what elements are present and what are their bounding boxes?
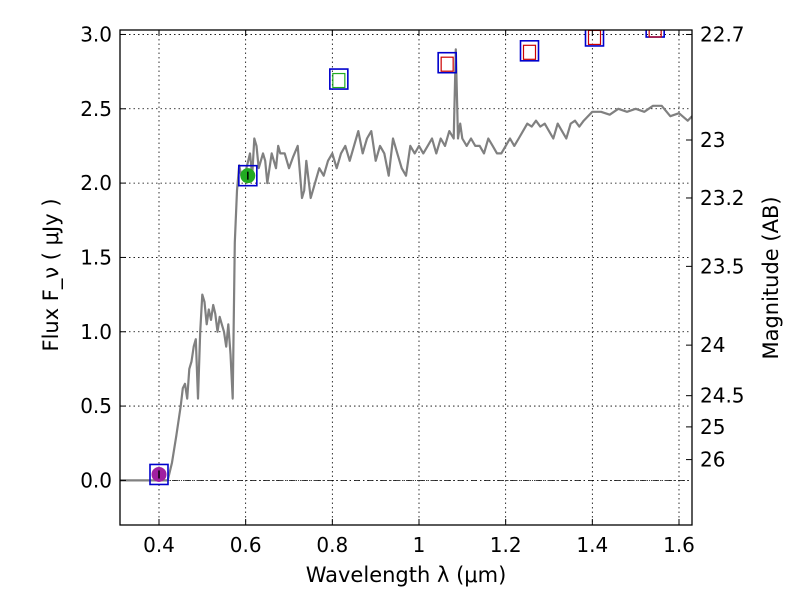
model-photometry-square <box>149 463 169 486</box>
model-photometry-square <box>519 40 540 62</box>
right-tick-label: 22.7 <box>700 22 745 46</box>
y-tick-label: 0.0 <box>80 468 112 492</box>
spectrum-line <box>120 48 692 482</box>
x-tick-label: 1.6 <box>663 533 695 557</box>
x-tick-label: 0.8 <box>316 533 348 557</box>
model-photometry-square <box>238 164 258 187</box>
model-photometry-square <box>584 30 605 47</box>
x-tick-label: 1.2 <box>490 533 522 557</box>
y-axis-label: Flux F_ν ( μJy ) <box>39 198 64 351</box>
x-tick-label: 0.4 <box>143 533 175 557</box>
axes-frame <box>119 29 693 526</box>
x-tick-label: 1 <box>413 533 426 557</box>
right-tick-label: 23 <box>700 128 725 152</box>
right-axis-label: Magnitude (AB) <box>759 196 783 359</box>
model-photometry-inner-square <box>522 44 537 60</box>
right-tick-label: 26 <box>700 448 725 472</box>
right-tick-label: 23.5 <box>700 254 745 278</box>
plot-area <box>120 30 692 486</box>
model-photometry-square <box>329 68 349 90</box>
model-photometry-square <box>437 51 457 74</box>
x-tick-label: 0.6 <box>230 533 262 557</box>
x-tick-label: 1.4 <box>576 533 608 557</box>
y-tick-label: 1.0 <box>80 320 112 344</box>
ticks: 0.4 0.6 0.8 1 1.2 1.4 1.6 0.0 0.5 1.0 1.5 2.0 2.5 3.0… <box>80 22 744 557</box>
grid <box>120 30 692 525</box>
y-tick-label: 1.5 <box>80 245 112 269</box>
right-tick-label: 24.5 <box>700 384 745 408</box>
x-axis-label: Wavelength λ (μm) <box>306 563 507 587</box>
y-tick-label: 0.5 <box>80 394 112 418</box>
model-photometry-inner-square <box>648 30 662 38</box>
right-tick-label: 25 <box>700 415 725 439</box>
model-photometry-inner-square <box>440 56 454 72</box>
y-tick-label: 3.0 <box>80 22 112 46</box>
y-tick-label: 2.5 <box>80 97 112 121</box>
right-tick-label: 24 <box>700 333 725 357</box>
right-tick-label: 23.2 <box>700 186 745 210</box>
model-photometry-inner-square <box>587 30 602 46</box>
model-photometry-inner-square <box>332 72 346 89</box>
y-tick-label: 2.0 <box>80 171 112 195</box>
